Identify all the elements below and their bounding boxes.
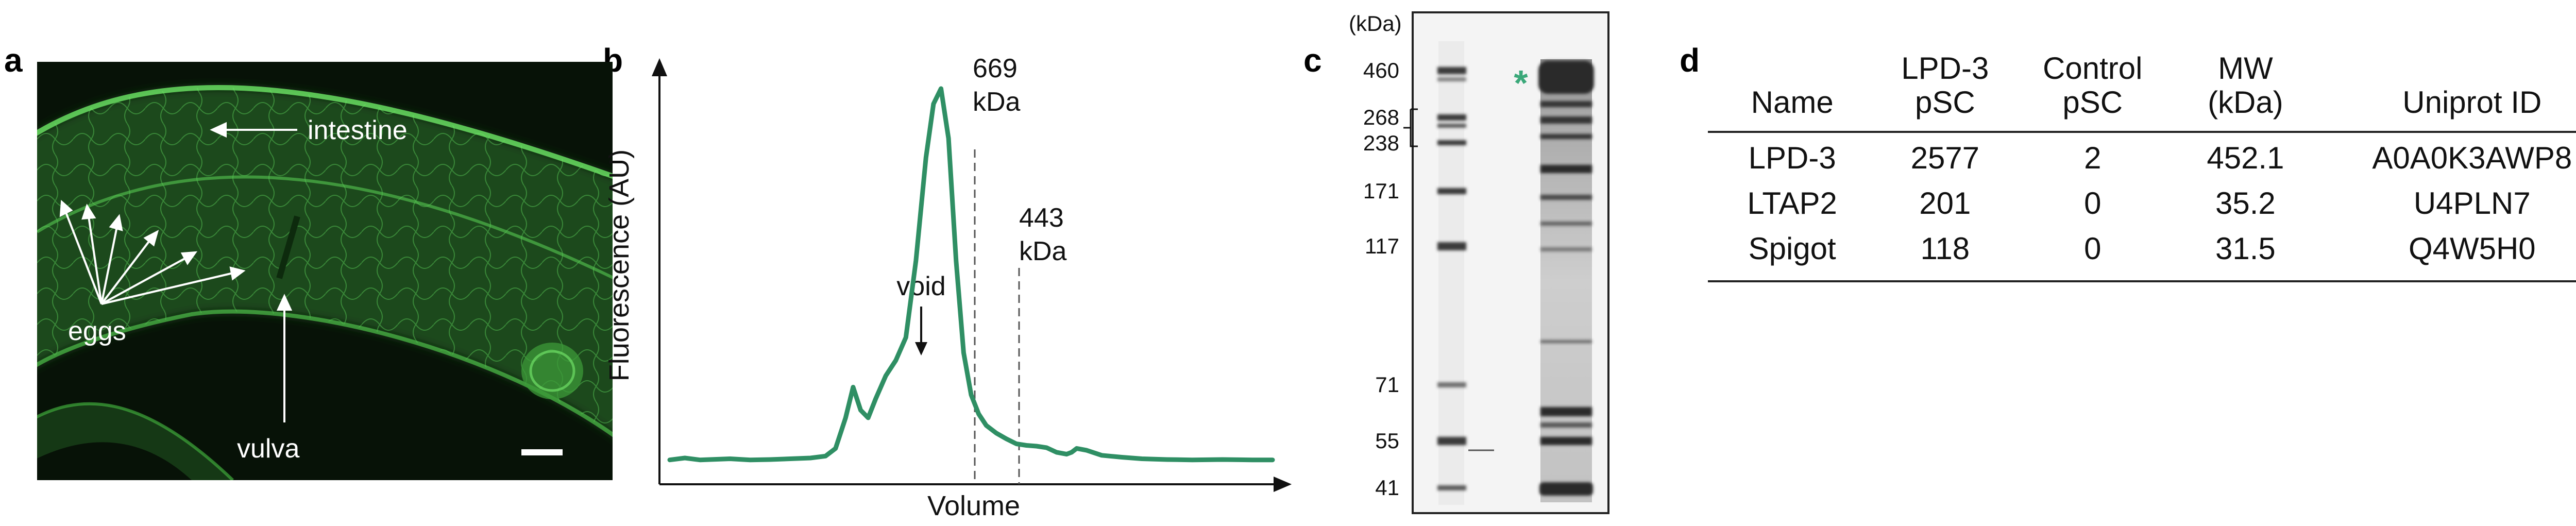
table-header-row: Name LPD-3 pSC Control pSC MW (kDa) Unip… <box>1708 52 2576 133</box>
marker-669-value: 669 <box>973 54 1018 83</box>
cell-name: LTAP2 <box>1747 186 1837 220</box>
fluorescence-trace <box>667 86 1275 463</box>
cell-uniprot: A0A0K3AWP8 <box>2372 141 2572 175</box>
gel-panel: (kDa) <box>1298 0 1618 523</box>
cell-mw: 35.2 <box>2215 186 2276 220</box>
cell-mw: 31.5 <box>2172 224 2319 282</box>
ladder-band-55 <box>1437 437 1466 445</box>
ladder-bracket <box>1403 108 1418 147</box>
cell-name: Spigot <box>1708 224 1877 282</box>
ladder-label-238: 238 <box>1363 131 1399 155</box>
x-axis-arrow <box>1274 476 1292 493</box>
ladder-label-117: 117 <box>1365 234 1399 258</box>
cell-control-psc: 2 <box>2084 141 2102 175</box>
ladder-band-117 <box>1437 242 1466 250</box>
cell-lpd3-psc: 2577 <box>1910 141 1980 175</box>
y-axis-arrow <box>651 58 668 76</box>
panel-letter-c: c <box>1303 42 1322 79</box>
x-axis-title: Volume <box>927 490 1020 521</box>
table-row: LPD-3 2577 2 452.1 A0A0K3AWP8 <box>1708 132 2576 178</box>
micrograph-drawing: intestine eggs vulva <box>25 62 626 482</box>
ladder-label-268: 268 <box>1363 105 1399 129</box>
gel-unit-label: (kDa) <box>1349 11 1402 36</box>
cell-uniprot: U4PLN7 <box>2413 186 2531 220</box>
marker-443-unit: kDa <box>1019 236 1067 266</box>
cell-name: LPD-3 <box>1748 141 1836 175</box>
cell-lpd3-psc: 118 <box>1876 224 2014 282</box>
label-vulva: vulva <box>237 434 299 464</box>
void-label: void <box>896 272 945 301</box>
asterisk-mark: * <box>1514 63 1528 103</box>
label-intestine: intestine <box>308 115 408 145</box>
fluorescence-micrograph: intestine eggs vulva <box>25 62 626 482</box>
cell-lpd3-psc: 201 <box>1919 186 1971 220</box>
gel-svg: (kDa) <box>1349 11 1609 514</box>
ladder-bands <box>1437 67 1466 490</box>
cell-uniprot: Q4W5H0 <box>2319 224 2576 282</box>
ladder-label-55: 55 <box>1375 429 1399 453</box>
ladder-label-460: 460 <box>1363 58 1399 82</box>
scale-bar <box>521 449 563 455</box>
void-arrowhead <box>915 342 927 355</box>
y-axis-title: Fluorescence (AU) <box>604 149 635 381</box>
ladder-label-71: 71 <box>1375 372 1399 397</box>
ladder-label-41: 41 <box>1375 476 1399 500</box>
chromatogram-chart: Fluorescence (AU) Volume 669 kDa 443 kDa… <box>592 21 1345 523</box>
protein-table: Name LPD-3 pSC Control pSC MW (kDa) Unip… <box>1708 52 2576 282</box>
chromatogram-svg: Fluorescence (AU) Volume 669 kDa 443 kDa… <box>604 54 1292 521</box>
marker-669-unit: kDa <box>973 87 1021 117</box>
sample-bands <box>1538 61 1594 496</box>
ladder-label-171: 171 <box>1363 179 1399 203</box>
ladder-band-71 <box>1437 382 1466 387</box>
panel-letter-a: a <box>4 42 23 79</box>
ladder-band-238 <box>1437 140 1466 145</box>
header-lpd3-psc: LPD-3 pSC <box>1876 52 2014 133</box>
cell-control-psc: 0 <box>2013 224 2172 282</box>
table-row: Spigot 118 0 31.5 Q4W5H0 <box>1708 224 2576 282</box>
header-uniprot: Uniprot ID <box>2319 52 2576 133</box>
ladder-band-171 <box>1437 188 1466 194</box>
ladder-band-41 <box>1437 485 1466 490</box>
table-row: LTAP2 201 0 35.2 U4PLN7 <box>1708 178 2576 224</box>
sample-lane <box>1540 59 1592 502</box>
marker-443-value: 443 <box>1019 203 1064 233</box>
cell-mw: 452.1 <box>2207 141 2284 175</box>
ladder-band-268 <box>1437 114 1466 121</box>
header-name: Name <box>1708 52 1877 133</box>
label-eggs: eggs <box>68 316 126 346</box>
header-control-psc: Control pSC <box>2013 52 2172 133</box>
panel-letter-d: d <box>1680 42 1700 79</box>
cell-control-psc: 0 <box>2084 186 2102 220</box>
protein-table-panel: Name LPD-3 pSC Control pSC MW (kDa) Unip… <box>1685 31 2576 371</box>
ladder-band-460 <box>1437 67 1466 74</box>
header-mw: MW (kDa) <box>2172 52 2319 133</box>
